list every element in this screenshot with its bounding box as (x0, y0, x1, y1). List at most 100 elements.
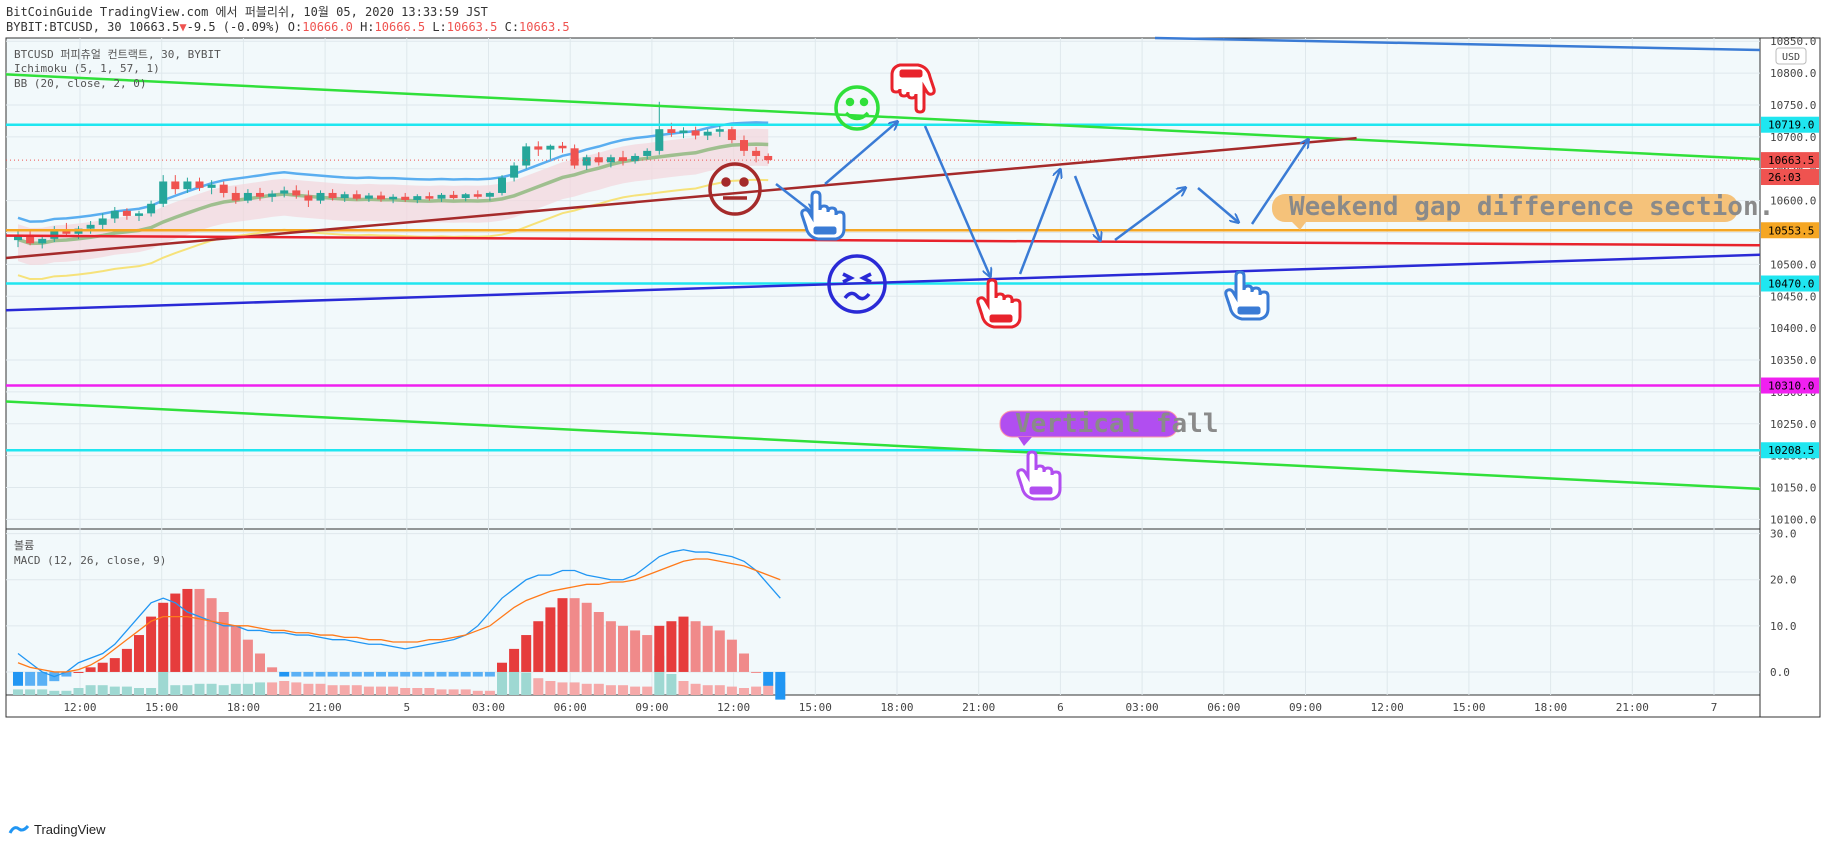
currency-badge (1775, 47, 1807, 65)
price-tag-label: 10470.0 (1768, 278, 1814, 291)
macd-histogram-bar (545, 607, 556, 672)
volume-bar (121, 686, 132, 695)
volume-bar (85, 685, 96, 695)
volume-bar (654, 655, 665, 695)
candle-body (50, 229, 59, 239)
price-tag-label: 10719.0 (1768, 119, 1814, 132)
macd-histogram-bar (255, 653, 265, 672)
candle-body (340, 194, 349, 199)
macd-histogram-bar (412, 671, 423, 677)
x-tick-label: 21:00 (309, 701, 342, 714)
candle-body (304, 195, 313, 201)
volume-bar (255, 682, 265, 695)
macd-histogram-bar (424, 671, 435, 677)
candle-body (401, 196, 410, 200)
candle-body (510, 165, 519, 178)
candle-body (38, 238, 47, 244)
price-tag (1761, 169, 1819, 186)
x-tick-label: 7 (1711, 701, 1718, 714)
x-tick-label: 21:00 (962, 701, 995, 714)
trendline (5, 73, 1761, 161)
candle-body (86, 224, 95, 229)
candle-body (377, 195, 385, 200)
volume-bar (630, 686, 641, 695)
candle-body (425, 196, 434, 199)
volume-bar (49, 690, 60, 695)
x-tick-label: 12:00 (1371, 701, 1404, 714)
volume-bar (158, 660, 169, 695)
volume-bar (315, 683, 326, 695)
candle-body (207, 184, 216, 188)
price-tag (1761, 442, 1819, 459)
volume-bar (448, 689, 459, 695)
candle-body (98, 218, 107, 225)
low-value: 10663.5 (446, 20, 498, 34)
macd-histogram-bar (702, 625, 713, 672)
y-tick-label: 10850.0 (1770, 36, 1816, 48)
volume-bar (726, 686, 737, 695)
candle-body (292, 190, 301, 196)
volume-bar (484, 690, 495, 695)
x-tick-label: 18:00 (1534, 701, 1567, 714)
chart-canvas[interactable]: Weekend gap difference section. Vertical… (0, 36, 1828, 848)
volume-bar (412, 688, 423, 695)
brand-label: TradingView (34, 822, 106, 837)
macd-histogram-bar (388, 671, 399, 677)
candle-body (135, 213, 143, 216)
candle-body (26, 235, 35, 244)
candle-body (498, 177, 506, 193)
x-tick-label: 09:00 (635, 701, 668, 714)
trendline (5, 253, 1761, 312)
macd-y-tick-label: 20.0 (1770, 574, 1797, 587)
x-tick-label: 15:00 (1452, 701, 1485, 714)
macd-histogram-bar (218, 612, 229, 672)
volume-bar (751, 686, 762, 695)
price-tag-label: 26:03 (1768, 171, 1801, 184)
candle-body (243, 192, 252, 201)
volume-bar (763, 683, 774, 695)
candle-body (558, 145, 567, 149)
macd-histogram-bar (97, 662, 108, 672)
macd-histogram-bar (13, 671, 23, 686)
macd-histogram-bar (400, 671, 411, 677)
candle-body (715, 129, 724, 132)
trendline (5, 234, 1761, 247)
volume-bar (388, 686, 399, 695)
macd-histogram-bar (751, 671, 762, 673)
smiley-neutral-icon (708, 162, 762, 216)
macd-histogram-bar (618, 625, 628, 672)
y-tick-label: 10400.0 (1770, 322, 1816, 335)
smiley-confused-icon (827, 254, 887, 314)
tradingview-brand[interactable]: TradingView (8, 822, 106, 837)
candle-body (231, 192, 240, 201)
price-tag-label: 10553.5 (1768, 224, 1814, 237)
volume-bar (678, 681, 689, 695)
x-tick-label: 09:00 (1289, 701, 1322, 714)
macd-histogram-bar (569, 598, 580, 672)
macd-histogram-bar (303, 671, 314, 677)
candle-body (147, 203, 156, 214)
macd-histogram-bar (642, 635, 653, 672)
volume-bar (424, 688, 435, 695)
macd-histogram-bar (497, 662, 507, 672)
macd-histogram-bar (194, 588, 205, 672)
y-tick-label: 10700.0 (1770, 131, 1816, 144)
candle-body (256, 192, 264, 197)
candle-body (413, 196, 422, 200)
macd-histogram-bar (206, 598, 217, 672)
macd-histogram-bar (279, 671, 290, 677)
x-tick-label: 06:00 (1207, 701, 1240, 714)
volume-bar (497, 667, 507, 695)
candle-body (461, 194, 470, 199)
candle-body (691, 130, 700, 136)
x-tick-label: 15:00 (799, 701, 832, 714)
candle-body (280, 190, 289, 194)
candle-body (570, 148, 579, 166)
macd-histogram-bar (25, 671, 36, 686)
volume-bar (182, 685, 193, 695)
macd-histogram-bar (61, 671, 72, 677)
macd-histogram-bar (327, 671, 338, 677)
volume-bar (61, 690, 72, 695)
macd-histogram-bar (690, 621, 701, 672)
close-value: 10663.5 (519, 20, 570, 34)
